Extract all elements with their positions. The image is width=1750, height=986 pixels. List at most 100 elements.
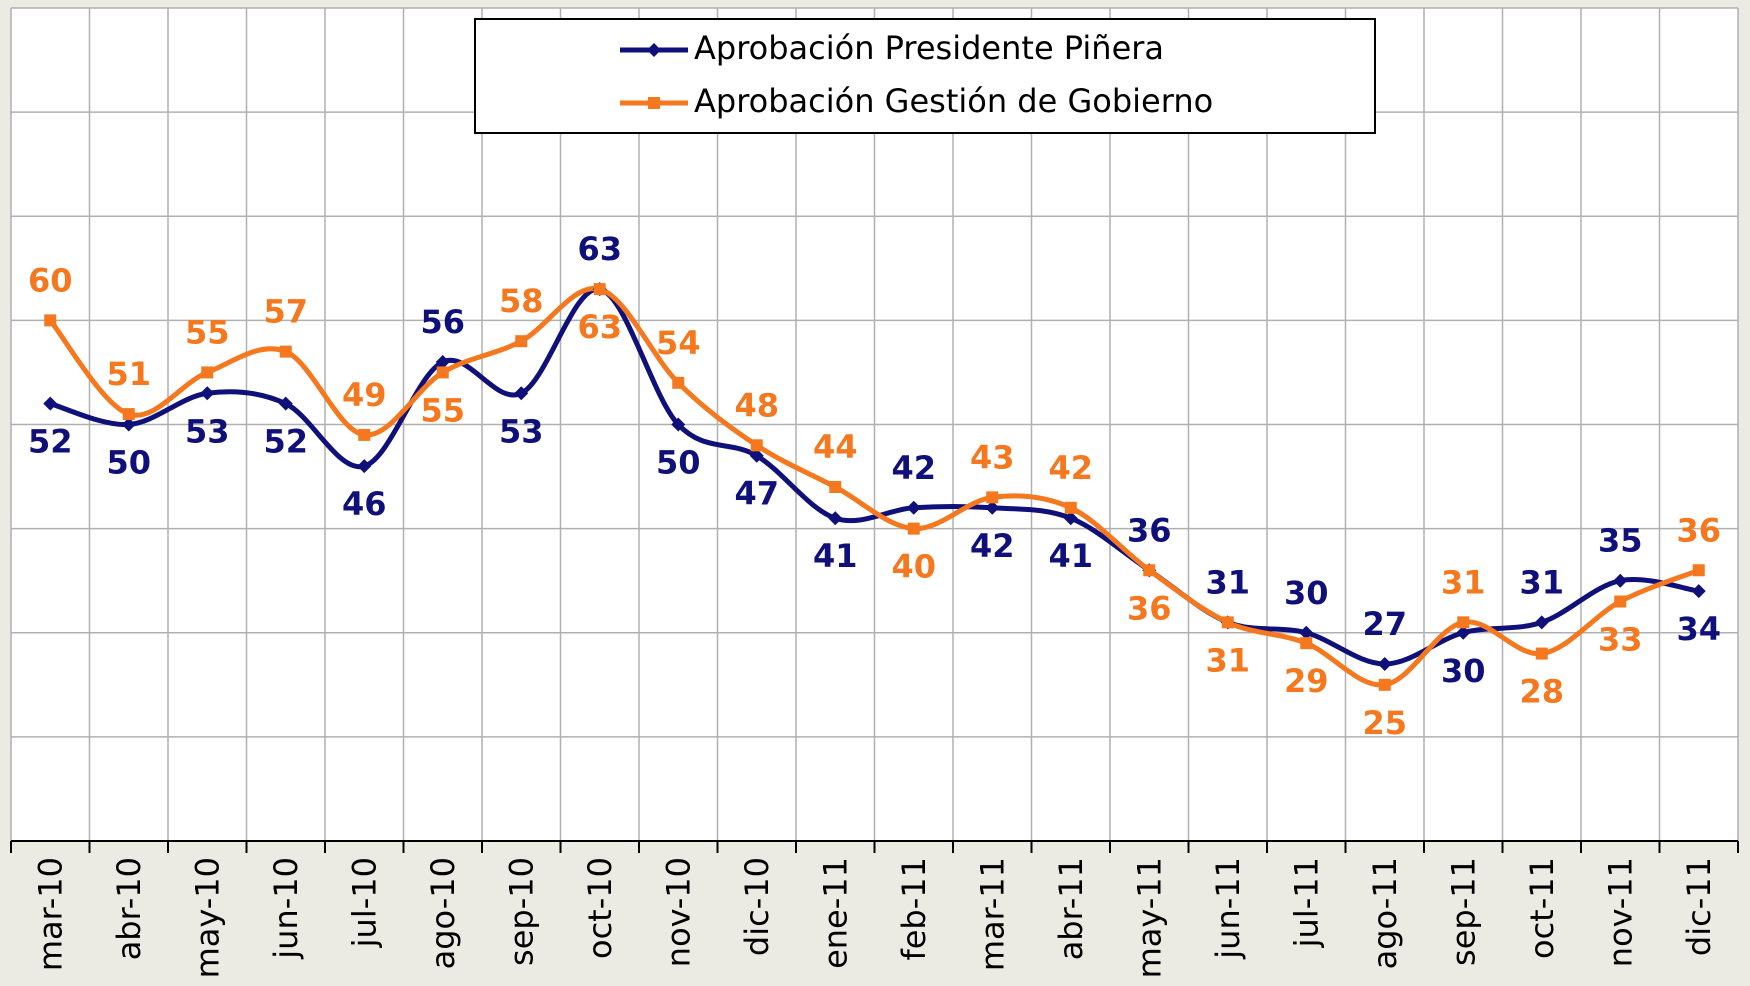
data-label: 60 xyxy=(28,261,73,299)
data-label: 46 xyxy=(342,485,387,523)
x-tick-label: jul-10 xyxy=(345,857,383,948)
data-label: 40 xyxy=(891,548,936,586)
data-label: 29 xyxy=(1284,662,1329,700)
x-tick-label: oct-11 xyxy=(1523,857,1561,959)
marker xyxy=(1143,564,1156,577)
data-label: 33 xyxy=(1598,621,1643,659)
data-label: 53 xyxy=(185,412,230,450)
x-tick-label: abr-11 xyxy=(1052,857,1090,960)
data-label: 34 xyxy=(1676,610,1721,648)
x-tick-label: jun-11 xyxy=(1209,857,1247,960)
marker xyxy=(1691,584,1706,599)
x-tick-label: mar-10 xyxy=(31,857,69,971)
data-label: 31 xyxy=(1205,563,1250,601)
marker xyxy=(201,366,214,379)
data-label: 36 xyxy=(1676,511,1721,549)
marker xyxy=(1063,511,1078,526)
data-label: 31 xyxy=(1519,563,1564,601)
marker xyxy=(986,491,999,504)
data-label: 51 xyxy=(106,355,151,393)
marker xyxy=(1221,616,1234,629)
data-label: 55 xyxy=(185,313,230,351)
marker xyxy=(906,500,921,515)
x-tick-label: sep-10 xyxy=(502,857,540,966)
data-label: 52 xyxy=(28,423,73,461)
data-label: 50 xyxy=(106,444,151,482)
marker xyxy=(1300,637,1313,650)
x-tick-label: jun-10 xyxy=(267,857,305,960)
x-tick-label: may-10 xyxy=(188,857,226,978)
data-label: 55 xyxy=(420,391,465,429)
marker xyxy=(1692,564,1705,577)
data-label: 53 xyxy=(499,412,544,450)
marker xyxy=(515,335,528,348)
marker xyxy=(1535,647,1548,660)
data-label: 57 xyxy=(263,293,308,331)
marker xyxy=(358,428,371,441)
data-label: 42 xyxy=(1048,449,1093,487)
marker xyxy=(122,408,135,421)
marker xyxy=(985,500,1000,515)
legend-box xyxy=(474,18,1376,134)
marker xyxy=(593,283,606,296)
marker xyxy=(121,417,136,432)
x-tick-label: feb-11 xyxy=(895,857,933,961)
data-label: 25 xyxy=(1362,704,1407,742)
data-label: 50 xyxy=(656,444,701,482)
legend-label: Aprobación Presidente Piñera xyxy=(694,29,1164,67)
lines: 52 50 53 52 46 56 53 63 50 47 41 42 42 41 36 31 30 27 30 31… xyxy=(28,230,1721,742)
x-tick-label: ene-11 xyxy=(816,857,854,969)
marker xyxy=(435,355,450,370)
marker xyxy=(672,376,685,389)
marker xyxy=(43,396,58,411)
legend-label: Aprobación Gestión de Gobierno xyxy=(694,82,1213,120)
marker xyxy=(828,511,843,526)
marker xyxy=(671,417,686,432)
marker xyxy=(907,522,920,535)
x-tick-label: nov-10 xyxy=(659,857,697,967)
x-tick-label: jul-11 xyxy=(1287,857,1325,948)
data-label: 35 xyxy=(1598,522,1643,560)
x-tick-label: may-11 xyxy=(1130,857,1168,978)
data-label: 48 xyxy=(734,386,779,424)
marker xyxy=(279,345,292,358)
data-label: 44 xyxy=(813,428,858,466)
x-tick-label: sep-11 xyxy=(1444,857,1482,966)
data-label: 31 xyxy=(1205,641,1250,679)
marker xyxy=(44,314,57,327)
data-label: 41 xyxy=(1048,537,1093,575)
data-label: 43 xyxy=(970,438,1015,476)
legend: Aprobación Presidente Piñera Aprobación G… xyxy=(474,18,1376,134)
marker xyxy=(1456,625,1471,640)
marker xyxy=(1299,625,1314,640)
x-tick-label: dic-11 xyxy=(1680,857,1718,956)
data-label: 41 xyxy=(813,537,858,575)
data-label: 27 xyxy=(1362,605,1407,643)
marker xyxy=(1613,573,1628,588)
x-tick-label: mar-11 xyxy=(973,857,1011,971)
series-line xyxy=(48,285,1700,688)
x-tick-label: oct-10 xyxy=(581,857,619,959)
data-label: 31 xyxy=(1441,563,1486,601)
marker xyxy=(1534,615,1549,630)
marker xyxy=(1377,656,1392,671)
legend-marker xyxy=(647,43,661,57)
data-label: 30 xyxy=(1284,574,1329,612)
legend-marker xyxy=(648,97,660,109)
marker xyxy=(749,448,764,463)
marker xyxy=(200,386,215,401)
data-label: 63 xyxy=(577,308,622,346)
data-label: 56 xyxy=(420,303,465,341)
marker xyxy=(750,439,763,452)
marker xyxy=(436,366,449,379)
data-label: 47 xyxy=(734,475,779,513)
data-label: 36 xyxy=(1127,511,1172,549)
data-label: 30 xyxy=(1441,652,1486,690)
data-label: 36 xyxy=(1127,589,1172,627)
data-label: 49 xyxy=(342,376,387,414)
x-tick-label: ago-10 xyxy=(424,857,462,969)
data-label: 63 xyxy=(577,230,622,268)
marker xyxy=(278,396,293,411)
data-label: 58 xyxy=(499,282,544,320)
